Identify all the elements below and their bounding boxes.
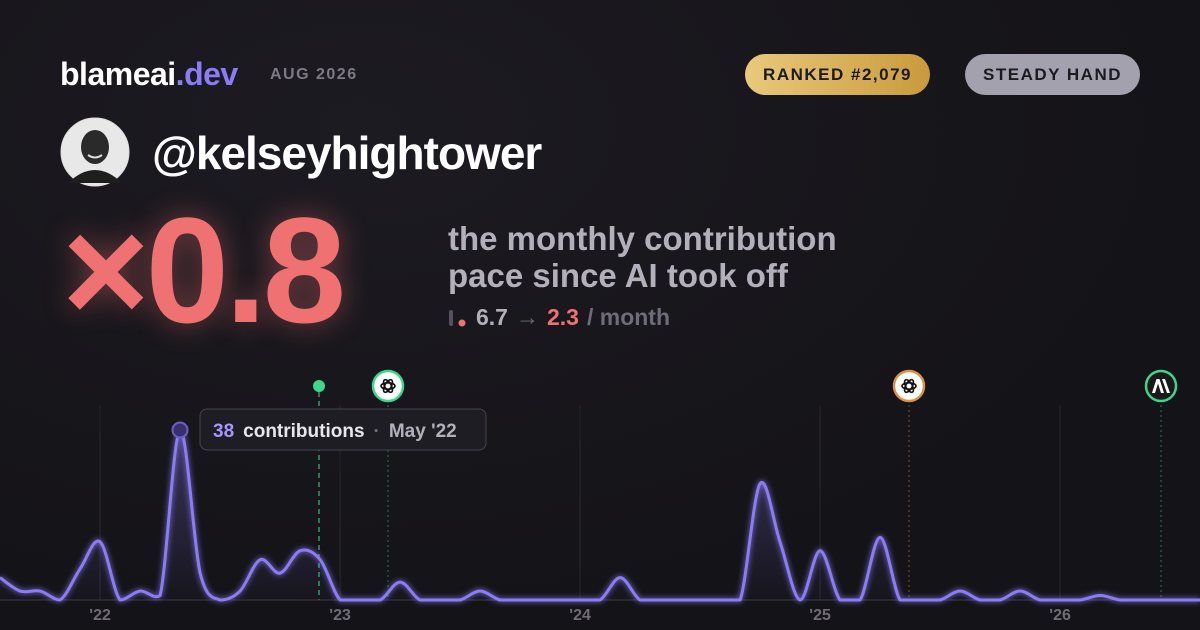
x-tick-label: '23 <box>329 607 351 624</box>
multiplier: ×0.8 <box>62 186 346 354</box>
title-badge: STEADY HAND <box>965 54 1140 95</box>
tooltip-text: 38 contributions · May '22 <box>213 421 457 442</box>
pace-icon <box>449 309 466 326</box>
tooltip-box <box>199 408 487 451</box>
handle: @kelseyhightower <box>152 127 542 179</box>
pace-after: 2.3 <box>546 304 579 330</box>
pace-unit: / month <box>586 304 671 330</box>
event-markers <box>313 369 1178 600</box>
brand: blameai.dev <box>60 56 238 93</box>
x-tick-label: '22 <box>89 607 111 624</box>
rank-badge: RANKED #2,079 <box>745 54 930 95</box>
x-tick-label: '26 <box>1049 607 1071 624</box>
area <box>0 429 1200 600</box>
brand-tld: .dev <box>175 56 239 92</box>
tooltip-separator: · <box>374 421 380 442</box>
caption-line: the monthly contribution <box>448 220 837 257</box>
avatar <box>60 117 130 187</box>
tooltip: 38 contributions · May '22 <box>199 408 487 451</box>
line <box>0 428 1200 602</box>
pace-before: 6.7 <box>476 304 508 330</box>
pace: 6.7 → 2.3 / month <box>448 304 670 331</box>
x-tick-label: '25 <box>809 607 831 624</box>
x-tick-label: '24 <box>569 607 591 624</box>
tooltip-value: 38 <box>213 421 234 442</box>
tooltip-date: May '22 <box>389 421 457 442</box>
date: AUG 2026 <box>270 66 358 83</box>
highlight-point <box>171 421 189 439</box>
pace-arrow: → <box>515 304 539 330</box>
tooltip-unit: contributions <box>243 421 364 442</box>
caption-line: pace since AI took off <box>448 257 788 294</box>
brand-name: blameai <box>60 56 176 92</box>
